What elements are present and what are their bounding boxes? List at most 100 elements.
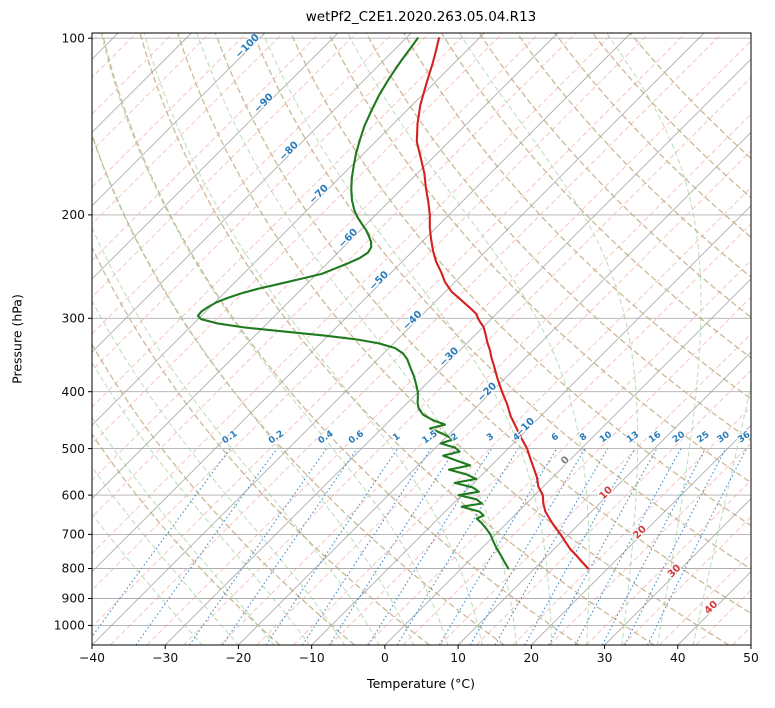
minor-isotherm-line (92, 33, 174, 115)
isotherm-label: −50 (367, 269, 391, 293)
minor-isotherm-line (695, 589, 751, 645)
mixing-ratio-line (469, 448, 586, 645)
isotherm-label: −90 (252, 92, 276, 116)
moist-adiabat-line (606, 33, 702, 645)
isotherm-label: −20 (476, 381, 500, 405)
plot-area: −100−90−80−70−60−50−40−30−20−10010203040… (92, 32, 752, 645)
minor-isotherm-line (92, 33, 687, 628)
dry-adiabat-line (139, 33, 655, 645)
x-tick-label: −40 (79, 651, 105, 665)
y-tick-label: 500 (62, 442, 85, 456)
mixing-ratio-line (222, 448, 358, 645)
minor-isotherm-line (585, 479, 751, 645)
minor-isotherm-line (92, 33, 284, 225)
mixing-ratio-label: 36 (736, 430, 752, 445)
isotherm-line (92, 33, 558, 500)
minor-isotherm-line (92, 33, 357, 298)
dry-adiabat-line (629, 33, 751, 160)
mixing-ratio-label: 3 (485, 432, 496, 444)
mixing-ratio-line (396, 448, 519, 645)
mixing-ratio-line (548, 448, 658, 645)
isotherm-label: 40 (703, 599, 721, 617)
minor-isotherm-line (293, 186, 751, 645)
x-tick-label: −20 (225, 651, 251, 665)
isotherm-line (750, 644, 751, 645)
y-tick-label: 300 (62, 312, 85, 326)
minor-isotherm-line (366, 259, 751, 645)
mixing-ratio-line (367, 448, 493, 645)
minor-isotherm-line (549, 442, 751, 645)
minor-isotherm-line (92, 33, 211, 152)
y-tick-label: 700 (62, 528, 85, 542)
isotherm-line (164, 58, 751, 645)
isotherm-label: −100 (233, 32, 261, 60)
minor-isotherm-line (92, 33, 320, 262)
dry-adiabat-line (252, 33, 751, 570)
moist-adiabat-line (692, 382, 751, 645)
dry-adiabat-line (478, 33, 751, 319)
mixing-ratio-line (135, 448, 278, 645)
x-tick-label: −30 (152, 651, 178, 665)
isotherm-line (92, 33, 339, 280)
x-axis-label: Temperature (°C) (367, 676, 475, 691)
mixing-ratio-line (574, 448, 682, 645)
dry-adiabat-line (365, 33, 751, 442)
mixing-ratio-line (524, 448, 636, 645)
mixing-ratio-label: 13 (625, 430, 641, 445)
minor-isotherm-line (92, 33, 394, 335)
dry-adiabat-line (290, 33, 751, 527)
minor-isotherm-line (92, 33, 467, 408)
minor-isotherm-line (512, 406, 751, 645)
mixing-ratio-line (302, 448, 432, 645)
minor-isotherm-line (146, 40, 751, 645)
x-tick-label: 0 (381, 651, 389, 665)
dry-adiabat-line (591, 33, 751, 199)
isotherm-line (384, 278, 751, 645)
isotherm-line (92, 33, 632, 573)
y-tick-label: 1000 (54, 619, 85, 633)
minor-isotherm-line (402, 296, 751, 645)
minor-isotherm-line (92, 33, 540, 481)
mixing-ratio-line (647, 448, 747, 645)
isotherm-line (457, 351, 751, 645)
y-tick-label: 800 (62, 562, 85, 576)
moist-adiabat-line (92, 361, 311, 645)
axis-ticks: −40 −30 −20 −10 0 10 20 30 40 5010020030040050060… (54, 31, 759, 665)
moist-adiabat-line (347, 33, 590, 645)
minor-isotherm-line (219, 113, 751, 645)
dry-adiabat-line (327, 33, 751, 484)
mixing-ratio-label: 2 (449, 432, 460, 444)
mixing-ratio-line (438, 448, 558, 645)
minor-isotherm-line (256, 150, 751, 645)
x-tick-label: 50 (743, 651, 759, 665)
minor-isotherm-line (92, 33, 247, 189)
moist-adiabat-line (92, 513, 203, 645)
x-tick-label: −10 (299, 651, 325, 665)
mixing-ratio-line (601, 448, 706, 645)
dry-adiabat-line (92, 133, 505, 645)
dry-adiabat-line (92, 433, 281, 645)
moist-adiabat-line (92, 226, 380, 645)
minor-isotherm-line (659, 552, 751, 645)
moist-adiabat-line (92, 466, 239, 645)
minor-isotherm-line (92, 33, 503, 445)
temperature-curve (415, 37, 590, 570)
x-tick-label: 10 (450, 651, 466, 665)
minor-isotherm-line (92, 33, 430, 372)
chart-title: wetPf2_C2E1.2020.263.05.04.R13 (305, 9, 537, 25)
minor-isotherm-line (732, 625, 751, 645)
mixing-ratio-label: 0.6 (347, 429, 366, 446)
isotherm-line (677, 571, 751, 645)
isotherm-label: 20 (631, 524, 649, 542)
dewpoint-curve (196, 37, 510, 570)
y-tick-label: 100 (62, 31, 85, 45)
isotherm-line (311, 205, 751, 645)
dry-adiabat-line (92, 245, 430, 645)
isotherm-line (604, 497, 751, 645)
minor-isotherm-line (439, 333, 751, 645)
y-tick-label: 600 (62, 488, 85, 502)
y-tick-label: 200 (62, 208, 85, 222)
isotherm-line (92, 33, 266, 207)
dry-adiabat-line (176, 33, 730, 645)
isotherm-line (530, 424, 751, 645)
